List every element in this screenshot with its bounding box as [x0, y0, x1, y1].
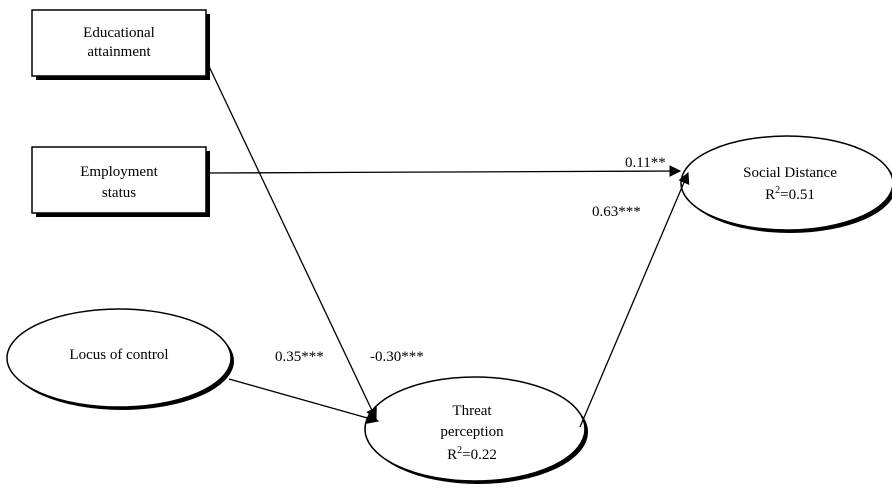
coef-locus-to-threat: 0.35***	[275, 349, 324, 365]
employment-status-line1: Employment	[80, 164, 158, 180]
threat-to-social-arrow	[579, 171, 690, 428]
threat-r2-prefix: R	[447, 447, 457, 463]
social-distance-r2: R2=0.51	[765, 185, 815, 203]
social-r2-exp: 2	[775, 185, 780, 196]
locus-of-control-ellipse: Locus of control	[6, 308, 234, 410]
coef-threat-to-social: 0.63***	[592, 204, 641, 220]
employment-status-line2: status	[102, 185, 136, 201]
social-r2-prefix: R	[765, 187, 775, 203]
threat-r2-value: =0.22	[462, 447, 497, 463]
locus-of-control-label: Locus of control	[69, 347, 168, 363]
social-distance-line1: Social Distance	[743, 165, 837, 181]
threat-perception-r2: R2=0.22	[447, 445, 497, 463]
locus-to-threat-arrow	[228, 378, 380, 424]
educational-attainment-line2: attainment	[87, 44, 151, 60]
social-distance-ellipse: Social Distance R2=0.51	[680, 135, 892, 233]
threat-r2-exp: 2	[457, 445, 462, 456]
educational-attainment-line1: Educational	[83, 25, 155, 41]
educational-attainment-box: Educational attainment	[31, 9, 210, 80]
social-r2-value: =0.51	[780, 187, 815, 203]
coef-education-to-threat: -0.30***	[370, 349, 424, 365]
threat-perception-ellipse: Threat perception R2=0.22	[364, 376, 588, 484]
coef-employment-to-social: 0.11**	[625, 155, 666, 171]
threat-perception-line1: Threat	[452, 403, 492, 419]
threat-perception-line2: perception	[440, 424, 504, 440]
employment-to-social-arrow	[205, 165, 682, 177]
employment-status-box: Employment status	[31, 146, 210, 217]
education-to-threat-arrow	[205, 59, 377, 421]
